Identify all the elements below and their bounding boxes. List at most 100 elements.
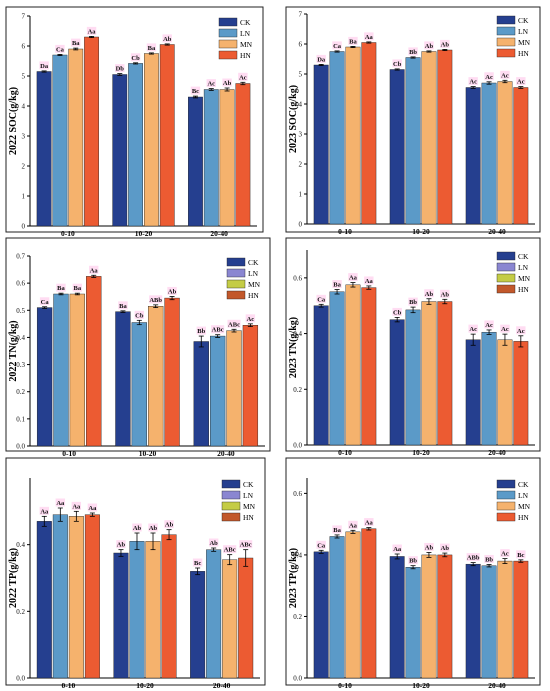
significance-label: Aa bbox=[365, 34, 374, 41]
bar-mn-10-20 bbox=[421, 51, 437, 225]
y-tick-label: 0.6 bbox=[16, 280, 25, 288]
bar-ln-20-40 bbox=[210, 335, 226, 447]
significance-label: Cb bbox=[131, 55, 140, 62]
bar-ck-0-10 bbox=[313, 64, 329, 225]
x-tick-label-20-40: 20-40 bbox=[488, 227, 506, 236]
label-highlight bbox=[392, 544, 402, 553]
significance-label: ABc bbox=[228, 321, 240, 328]
legend-label-ln: LN bbox=[518, 27, 529, 36]
bar-ln-20-40 bbox=[206, 549, 222, 679]
legend-label-mn: MN bbox=[518, 502, 531, 511]
significance-label: Aa bbox=[365, 278, 374, 285]
significance-label: Bb bbox=[485, 556, 493, 563]
bar-ln-20-40 bbox=[481, 331, 497, 446]
y-tick-label: 0.4 bbox=[16, 334, 25, 342]
label-highlight bbox=[222, 78, 232, 87]
bar-mn-10-20 bbox=[148, 306, 164, 447]
x-tick-label-0-10: 0-10 bbox=[338, 227, 352, 236]
bar-hn-20-40 bbox=[242, 325, 259, 447]
significance-label: Ba bbox=[74, 285, 82, 292]
significance-label: Ab bbox=[425, 43, 434, 50]
legend-swatch-hn bbox=[226, 290, 246, 300]
x-tick-label-10-20: 10-20 bbox=[412, 681, 430, 690]
significance-label: Ac bbox=[469, 326, 477, 333]
significance-label: Ba bbox=[349, 38, 357, 45]
significance-label: Bb bbox=[409, 49, 417, 56]
significance-label: Ac bbox=[501, 72, 509, 79]
panel-frame bbox=[285, 457, 541, 686]
x-tick-label-20-40: 20-40 bbox=[213, 681, 231, 690]
legend-label-ln: LN bbox=[248, 269, 259, 278]
legend-swatch-ln bbox=[218, 28, 238, 38]
y-tick-label: 7 bbox=[299, 11, 303, 19]
panel-frame bbox=[5, 6, 264, 233]
significance-label: Ca bbox=[41, 299, 50, 306]
label-highlight bbox=[208, 538, 219, 547]
significance-label: Aa bbox=[90, 267, 99, 274]
bar-hn-10-20 bbox=[437, 301, 453, 446]
significance-label: Bc bbox=[517, 552, 524, 559]
legend-swatch-hn bbox=[496, 284, 516, 294]
legend-swatch-ck bbox=[226, 257, 246, 267]
label-highlight bbox=[89, 265, 99, 274]
legend-label-ln: LN bbox=[518, 263, 529, 272]
legend-swatch-mn bbox=[221, 501, 241, 511]
significance-label: Aa bbox=[365, 520, 374, 527]
chart-panel-6: 0.0 0.2 0.4 0.6 2023 TP(g/kg) Ca Ba Aa Aa 0-10 Aa B… bbox=[285, 457, 541, 690]
y-tick-label: 2 bbox=[299, 161, 303, 169]
significance-label: Da bbox=[317, 56, 326, 63]
bar-mn-20-40 bbox=[226, 330, 242, 447]
significance-label: Ab bbox=[168, 288, 177, 295]
significance-label: Ab bbox=[441, 545, 450, 552]
y-tick-label: 0.4 bbox=[293, 330, 302, 338]
bar-ck-20-40 bbox=[465, 87, 481, 225]
significance-label: Bc bbox=[194, 560, 201, 567]
y-tick-label: 0 bbox=[22, 223, 26, 231]
label-highlight bbox=[132, 523, 142, 532]
x-tick-label-10-20: 10-20 bbox=[412, 448, 430, 457]
significance-label: Ca bbox=[333, 43, 342, 50]
legend-label-hn: HN bbox=[248, 291, 259, 300]
panel-frame bbox=[5, 457, 266, 686]
label-highlight bbox=[468, 324, 478, 333]
panel-frame bbox=[5, 237, 271, 452]
label-highlight bbox=[239, 540, 253, 549]
bar-ck-0-10 bbox=[313, 305, 329, 446]
legend-swatch-ln bbox=[221, 490, 241, 500]
bar-ck-0-10 bbox=[36, 307, 53, 447]
significance-label: Cb bbox=[393, 61, 402, 68]
x-tick-label-20-40: 20-40 bbox=[488, 681, 506, 690]
bar-ln-20-40 bbox=[481, 565, 497, 679]
y-axis-label: 2023 TP(g/kg) bbox=[288, 548, 299, 608]
bar-hn-10-20 bbox=[161, 534, 177, 679]
y-axis-label: 2023 SOC(g/kg) bbox=[288, 85, 299, 153]
bar-hn-0-10 bbox=[86, 276, 102, 447]
significance-label: Ab bbox=[425, 291, 434, 298]
x-tick-label-20-40: 20-40 bbox=[210, 229, 228, 238]
bar-ln-0-10 bbox=[52, 514, 68, 679]
bar-mn-0-10 bbox=[68, 48, 84, 227]
bar-ck-20-40 bbox=[193, 341, 209, 447]
legend-label-ln: LN bbox=[243, 491, 254, 500]
label-highlight bbox=[167, 286, 177, 295]
x-tick-label-20-40: 20-40 bbox=[488, 448, 506, 457]
label-highlight bbox=[332, 525, 342, 534]
label-highlight bbox=[516, 77, 526, 86]
significance-label: Aa bbox=[40, 508, 49, 515]
panel-frame bbox=[285, 6, 541, 233]
x-tick-label-20-40: 20-40 bbox=[217, 449, 235, 458]
label-highlight bbox=[211, 325, 225, 334]
significance-label: Da bbox=[40, 63, 49, 70]
bar-hn-10-20 bbox=[164, 297, 180, 447]
legend-swatch-mn bbox=[496, 37, 516, 47]
bar-hn-0-10 bbox=[361, 287, 377, 446]
bar-ck-10-20 bbox=[112, 74, 128, 227]
label-highlight bbox=[130, 53, 141, 62]
legend-label-hn: HN bbox=[518, 285, 529, 294]
bar-mn-0-10 bbox=[69, 293, 85, 447]
significance-label: Aa bbox=[349, 522, 358, 529]
label-highlight bbox=[39, 506, 49, 515]
bar-ln-10-20 bbox=[405, 57, 421, 225]
label-highlight bbox=[56, 283, 66, 292]
label-highlight bbox=[72, 283, 83, 292]
